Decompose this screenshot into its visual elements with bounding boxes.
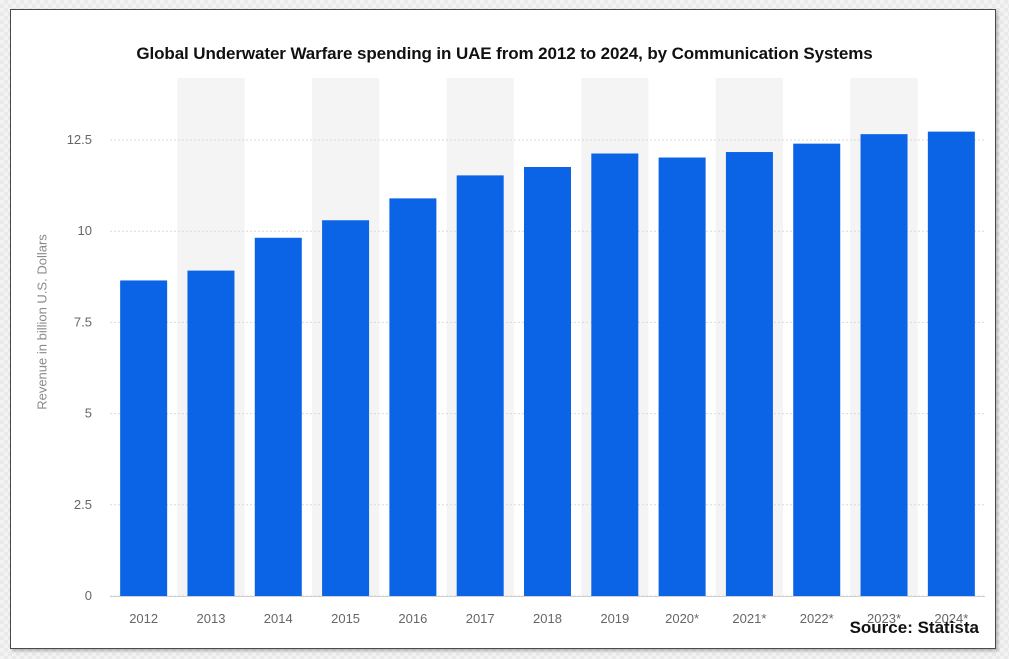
- y-tick-label: 5: [85, 406, 92, 421]
- bar-2019: [591, 153, 639, 596]
- chart-title: Global Underwater Warfare spending in UA…: [136, 44, 873, 63]
- y-axis: 0 2.5 5 7.5 10 12.5: [67, 132, 92, 603]
- x-tick-label: 2024*: [934, 611, 968, 626]
- x-tick-label: 2013: [197, 611, 226, 626]
- x-axis: 2012 2013 2014 2015 2016 2017 2018 2019 2020* 202…: [110, 596, 985, 626]
- bar-2023-projected: [860, 134, 908, 596]
- bar-2015: [322, 220, 370, 597]
- y-axis-label: Revenue in billion U.S. Dollars: [34, 234, 50, 410]
- x-tick-label: 2016: [398, 611, 427, 626]
- y-tick-label: 10: [78, 223, 92, 238]
- bar-2017: [456, 175, 504, 596]
- bar-2021-projected: [725, 152, 773, 597]
- bars: [120, 131, 975, 597]
- x-tick-label: 2018: [533, 611, 562, 626]
- y-tick-label: 2.5: [74, 497, 92, 512]
- y-tick-label: 12.5: [67, 132, 92, 147]
- bar-2024-projected: [927, 131, 975, 596]
- y-tick-label: 7.5: [74, 314, 92, 329]
- source-label: Source: Statista: [849, 618, 979, 637]
- x-tick-label: 2021*: [732, 611, 766, 626]
- x-tick-label: 2022*: [800, 611, 834, 626]
- bar-2016: [389, 198, 437, 597]
- x-tick-label: 2014: [264, 611, 293, 626]
- bar-2013: [187, 270, 235, 596]
- x-tick-label: 2012: [129, 611, 158, 626]
- bar-2022-projected: [793, 143, 841, 596]
- x-tick-label: 2017: [466, 611, 495, 626]
- bar-2020-projected: [658, 157, 706, 596]
- x-tick-label: 2019: [600, 611, 629, 626]
- bar-2018: [524, 166, 571, 597]
- x-tick-label: 2023*: [867, 611, 901, 626]
- x-tick-label: 2020*: [665, 611, 699, 626]
- x-tick-label: 2015: [331, 611, 360, 626]
- bar-2012: [120, 280, 168, 596]
- y-tick-label: 0: [85, 588, 92, 603]
- bar-2014: [254, 237, 302, 596]
